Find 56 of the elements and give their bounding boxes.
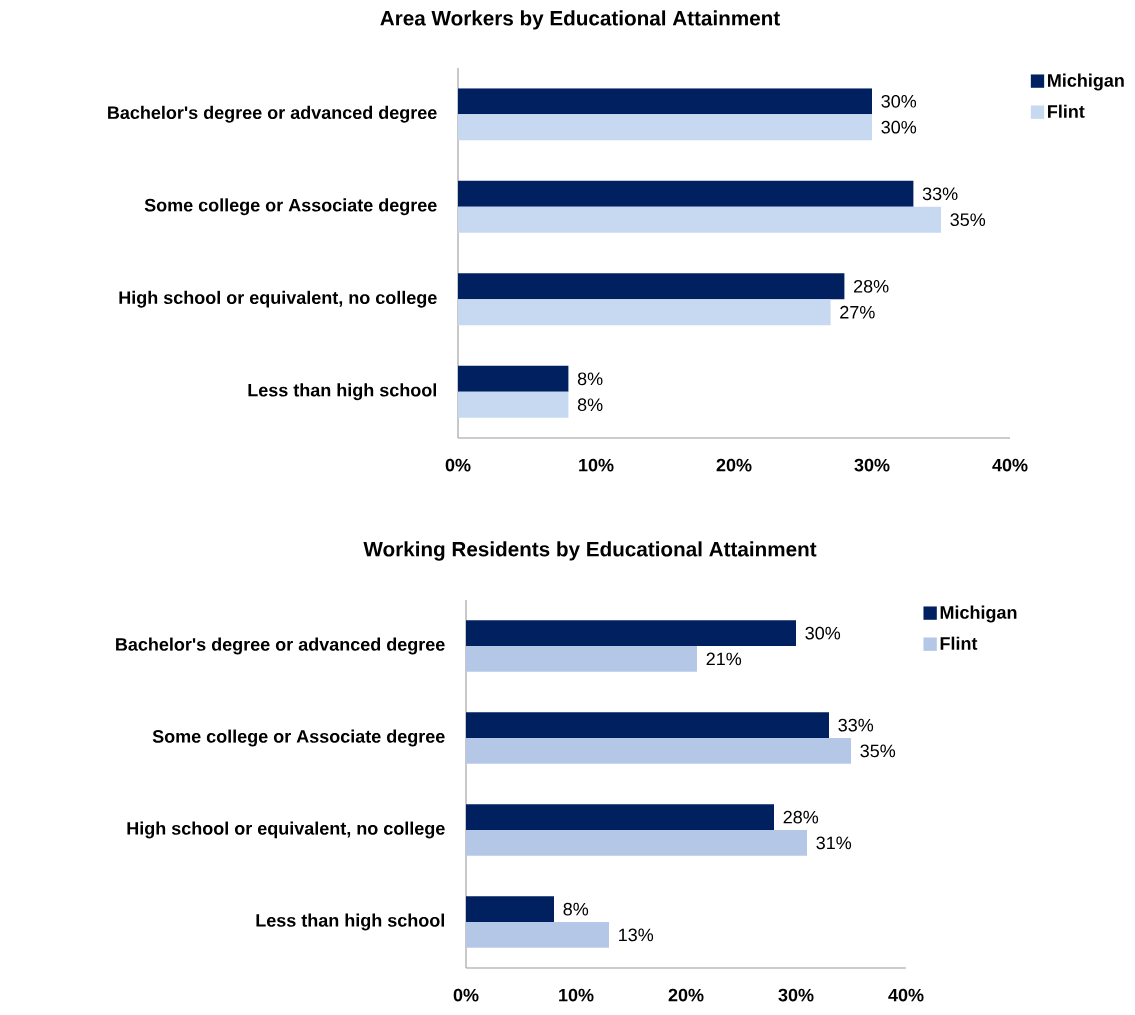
bar (458, 365, 569, 392)
x-tick-label: 40% (888, 988, 924, 1002)
y-tick-label: High school or equivalent, no college (119, 290, 437, 308)
bar (458, 114, 872, 141)
bar (458, 180, 914, 207)
data-label: 27% (840, 305, 875, 319)
y-tick-label: High school or equivalent, no college (127, 821, 445, 839)
y-tick-label: Less than high school (256, 913, 445, 931)
data-label: 28% (783, 810, 819, 824)
data-label: 30% (881, 94, 917, 108)
legend-label: Michigan (1048, 73, 1124, 91)
data-label: 33% (838, 718, 874, 732)
y-tick-label: Less than high school (248, 383, 437, 401)
data-label: 35% (860, 744, 896, 758)
bar (466, 646, 697, 672)
data-label: 33% (922, 187, 958, 201)
y-tick-label: Some college or Associate degree (144, 198, 437, 216)
data-label: 8% (577, 398, 603, 412)
bar (458, 88, 872, 115)
bar (466, 804, 774, 830)
bar (466, 922, 609, 948)
x-tick-label: 0% (453, 988, 479, 1002)
legend-label: Flint (1048, 104, 1085, 118)
bar (458, 273, 845, 300)
x-tick-label: 30% (778, 988, 814, 1002)
x-tick-label: 20% (668, 988, 704, 1002)
y-tick-label: Bachelor's degree or advanced degree (116, 637, 445, 655)
data-label: 28% (854, 279, 889, 293)
bar (466, 830, 807, 856)
data-label: 13% (619, 928, 654, 942)
data-label: 30% (805, 626, 841, 640)
legend-label: Flint (940, 636, 978, 650)
chart-title: Working Residents by Educational Attainment (363, 541, 817, 561)
data-label: 8% (563, 902, 589, 916)
bar (466, 620, 796, 646)
x-tick-label: 10% (579, 458, 614, 472)
data-label: 35% (950, 213, 986, 227)
x-tick-label: 30% (854, 458, 890, 472)
y-tick-label: Some college or Associate degree (152, 729, 445, 747)
data-label: 31% (816, 836, 852, 850)
data-label: 21% (706, 652, 742, 666)
chart-title: Area Workers by Educational Attainment (380, 10, 780, 30)
legend-label: Michigan (940, 605, 1017, 623)
bar (458, 206, 941, 233)
x-tick-label: 20% (716, 458, 752, 472)
y-tick-label: Bachelor's degree or advanced degree (108, 105, 437, 123)
x-tick-label: 0% (445, 458, 471, 472)
data-label: 30% (881, 120, 917, 134)
data-label: 8% (577, 372, 603, 386)
x-tick-label: 10% (559, 988, 594, 1002)
bar (466, 712, 829, 738)
bar (466, 738, 852, 764)
bar (458, 391, 569, 418)
x-tick-label: 40% (992, 458, 1028, 472)
bar (458, 299, 831, 326)
bar (466, 896, 554, 922)
